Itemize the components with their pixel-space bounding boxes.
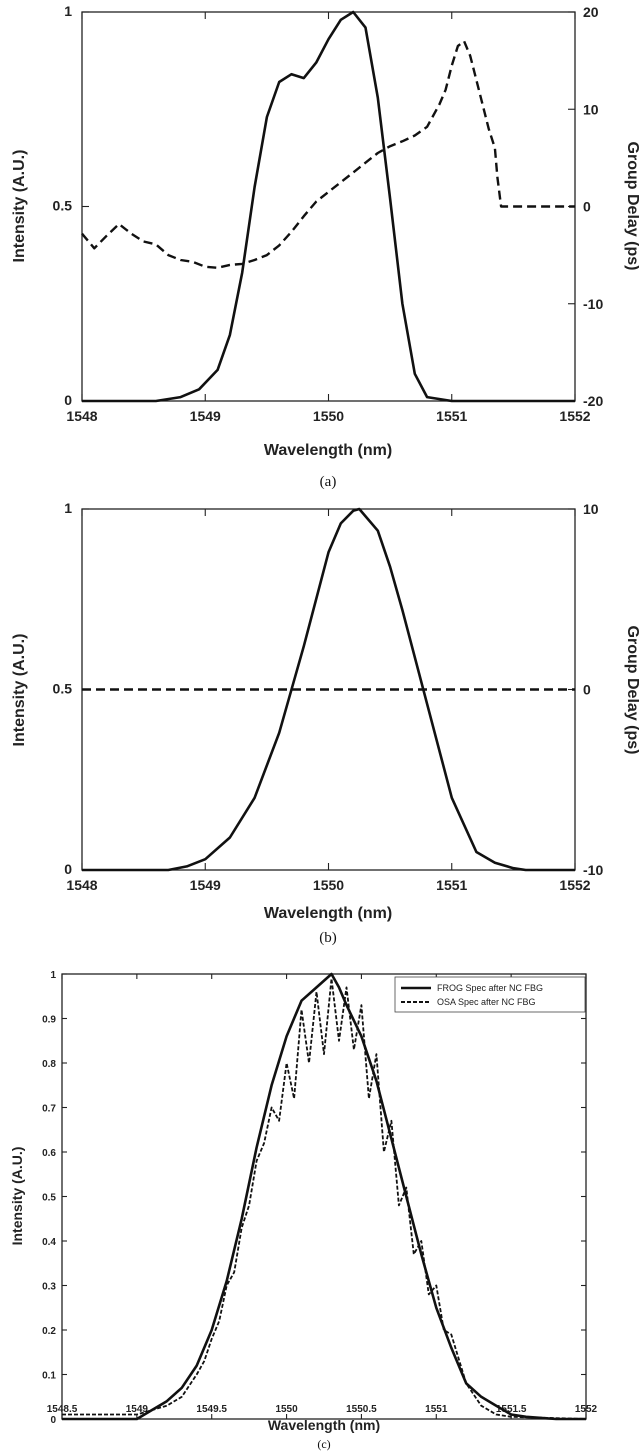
panel-b-ylabel: Intensity (A.U.): [11, 634, 28, 747]
panel-a-xtick-label-3: 1551: [436, 408, 467, 424]
panel-a-y2tick-label-4: 20: [583, 4, 599, 20]
panel-c-series-0-line: [62, 972, 586, 1421]
panel-a-y2tick-label-2: 0: [583, 199, 591, 215]
panel-c-ytick-label-9: 0.9: [42, 1015, 56, 1026]
panel-a-ylabel: Intensity (A.U.): [11, 150, 28, 263]
panel-b-xtick-label-4: 1552: [559, 877, 590, 893]
panel-b-y2tick-label-1: 0: [583, 682, 591, 698]
panel-a-xtick-label-0: 1548: [66, 408, 97, 424]
panel-b-xlabel: Wavelength (nm): [264, 905, 392, 922]
panel-c-ticks: [61, 973, 587, 1420]
panel-c-xtick-label-4: 1550.5: [346, 1404, 377, 1415]
panel-c-xtick-label-5: 1551: [425, 1404, 448, 1415]
panel-b-y2tick-label-0: -10: [583, 862, 603, 878]
panel-c-series-1-line: [62, 977, 587, 1420]
panel-b-ytick-label-2: 1: [64, 500, 72, 516]
panel-a-ytick-label-1: 0.5: [53, 198, 73, 214]
panel-b-y2tick-label-2: 10: [583, 501, 599, 517]
panel-c-ytick-label-10: 1: [50, 970, 56, 981]
panel-c-ylabel: Intensity (A.U.): [9, 1147, 25, 1246]
panel-a-xtick-label-2: 1550: [313, 408, 344, 424]
panel-c-xtick-label-0: 1548.5: [47, 1404, 78, 1415]
panel-c-ytick-label-0: 0: [50, 1415, 56, 1426]
panel-a-xtick-label-4: 1552: [559, 408, 590, 424]
legend-label-osa: OSA Spec after NC FBG: [437, 997, 536, 1007]
panel-c-ytick-label-2: 0.2: [42, 1326, 56, 1337]
panel-c-frame: [61, 973, 587, 1420]
panel-b: Wavelength (nm) Intensity (A.U.) Group D…: [11, 500, 639, 946]
panel-c-ytick-label-6: 0.6: [42, 1148, 56, 1159]
panel-a-caption: (a): [320, 474, 337, 490]
panel-a-xlabel: Wavelength (nm): [264, 442, 392, 459]
panel-c-xtick-label-3: 1550: [275, 1404, 298, 1415]
legend: FROG Spec after NC FBG OSA Spec after NC…: [394, 976, 586, 1013]
panel-b-xtick-label-3: 1551: [436, 877, 467, 893]
panel-c-xtick-label-2: 1549.5: [196, 1404, 227, 1415]
panel-c-ytick-label-5: 0.5: [42, 1193, 56, 1204]
panel-a-y2tick-label-0: -20: [583, 393, 603, 409]
panel-a-ytick-label-0: 0: [64, 392, 72, 408]
panel-a-xtick-label-1: 1549: [190, 408, 221, 424]
panel-c-ytick-label-4: 0.4: [42, 1237, 56, 1248]
panel-a: Wavelength (nm) Intensity (A.U.) Group D…: [11, 3, 639, 490]
panel-a-y2tick-label-1: -10: [583, 296, 603, 312]
legend-label-frog: FROG Spec after NC FBG: [437, 983, 543, 993]
panel-a-series-0-line: [82, 10, 575, 403]
panel-b-ytick-label-0: 0: [64, 861, 72, 877]
panel-a-y2label: Group Delay (ps): [624, 142, 639, 271]
panel-c-ytick-label-1: 0.1: [42, 1371, 56, 1382]
panel-c-xtick-label-6: 1551.5: [496, 1404, 527, 1415]
legend-box: [394, 976, 586, 1013]
panel-c-ytick-label-3: 0.3: [42, 1282, 56, 1293]
panel-b-xtick-label-0: 1548: [66, 877, 97, 893]
panel-a-series-1-line: [81, 40, 575, 269]
panel-c: Wavelength (nm) Intensity (A.U.) (c) 154…: [9, 970, 598, 1451]
panel-b-series-0-line: [82, 507, 575, 872]
panel-a-y2tick-label-3: 10: [583, 101, 599, 117]
panel-c-caption: (c): [317, 1437, 330, 1451]
panel-c-ytick-label-7: 0.7: [42, 1104, 56, 1115]
panel-a-ytick-label-2: 1: [64, 3, 72, 19]
panel-b-y2label: Group Delay (ps): [624, 626, 639, 755]
panel-c-xtick-label-1: 1549: [126, 1404, 149, 1415]
panel-c-xlabel: Wavelength (nm): [268, 1417, 380, 1433]
panel-b-ytick-label-1: 0.5: [53, 681, 73, 697]
panel-b-xtick-label-1: 1549: [190, 877, 221, 893]
panel-c-ytick-label-8: 0.8: [42, 1059, 56, 1070]
panel-c-xtick-label-7: 1552: [575, 1404, 598, 1415]
panel-b-caption: (b): [319, 930, 337, 946]
panel-b-xtick-label-2: 1550: [313, 877, 344, 893]
